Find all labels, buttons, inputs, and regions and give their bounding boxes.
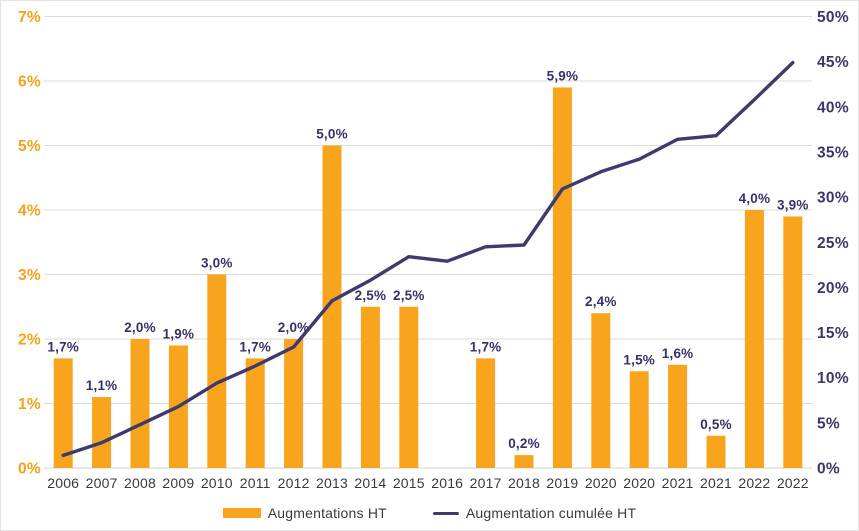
right-axis-tick: 15% [817, 325, 849, 342]
right-axis-tick: 35% [817, 144, 849, 161]
left-axis-tick: 1% [18, 396, 41, 413]
x-axis-label: 2022 [738, 475, 770, 491]
x-axis-label: 2018 [508, 475, 540, 491]
x-axis-label: 2006 [47, 475, 79, 491]
bar-data-label: 2,5% [393, 288, 425, 303]
right-axis-tick: 30% [817, 190, 849, 207]
bar [668, 364, 688, 468]
right-axis-tick: 50% [817, 9, 849, 26]
x-axis-label: 2021 [700, 475, 732, 491]
bar [322, 145, 342, 468]
bar-data-label: 1,5% [623, 352, 655, 367]
bar [552, 87, 572, 468]
chart-legend: Augmentations HT Augmentation cumulée HT [1, 505, 858, 521]
bar-data-label: 4,0% [739, 191, 771, 206]
x-axis-label: 2009 [162, 475, 194, 491]
bar-data-label: 5,0% [316, 127, 348, 142]
right-axis-tick: 45% [817, 54, 849, 71]
bar [245, 358, 265, 468]
bar-data-label: 1,6% [662, 346, 694, 361]
left-axis-tick: 6% [18, 74, 41, 91]
line-series-swatch-icon [432, 511, 459, 515]
right-axis-tick: 25% [817, 235, 849, 252]
x-axis-label: 2013 [316, 475, 348, 491]
left-axis-tick: 0% [18, 461, 41, 478]
bar-data-label: 2,4% [585, 294, 617, 309]
right-axis-tick: 0% [817, 461, 840, 478]
bar [92, 397, 112, 468]
bar [591, 313, 611, 468]
bar [53, 358, 73, 468]
bar [476, 358, 496, 468]
x-axis-label: 2008 [124, 475, 156, 491]
x-axis-label: 2007 [86, 475, 118, 491]
right-axis-tick: 10% [817, 370, 849, 387]
bar [514, 455, 534, 468]
bar-data-label: 1,7% [239, 339, 271, 354]
bar [130, 339, 150, 468]
right-axis-tick: 20% [817, 280, 849, 297]
bar [706, 435, 726, 468]
bar-data-label: 3,0% [201, 256, 233, 271]
bar-series-swatch-icon [222, 508, 261, 518]
x-axis-label: 2020 [585, 475, 617, 491]
bar [783, 216, 803, 468]
bar-data-label: 5,9% [547, 68, 579, 83]
left-axis-tick: 5% [18, 138, 41, 155]
right-axis-tick: 40% [817, 99, 849, 116]
bar-data-label: 1,9% [163, 326, 195, 341]
bar [284, 339, 304, 468]
legend-item-bars: Augmentations HT [222, 505, 387, 521]
bar-data-label: 2,0% [278, 320, 310, 335]
bar [744, 210, 764, 468]
cumulative-line [61, 60, 795, 458]
left-axis-tick: 3% [18, 267, 41, 284]
legend-bar-label: Augmentations HT [267, 505, 387, 521]
x-axis-label: 2015 [393, 475, 425, 491]
bar [399, 306, 419, 468]
bar [629, 371, 649, 468]
bar-data-label: 2,0% [124, 320, 156, 335]
bar-data-label: 0,2% [508, 436, 540, 451]
x-axis-label: 2021 [662, 475, 694, 491]
x-axis-label: 2016 [431, 475, 463, 491]
x-axis-label: 2019 [546, 475, 578, 491]
bar-data-label: 0,5% [700, 417, 732, 432]
x-axis-label: 2010 [201, 475, 233, 491]
legend-line-label: Augmentation cumulée HT [465, 505, 637, 521]
x-axis-label: 2022 [777, 475, 809, 491]
bar-data-label: 2,5% [355, 288, 387, 303]
x-axis-label: 2020 [623, 475, 655, 491]
left-axis-tick: 7% [18, 9, 41, 26]
left-axis-tick: 2% [18, 332, 41, 349]
bar-data-label: 1,7% [47, 339, 79, 354]
right-axis-tick: 5% [817, 415, 840, 432]
x-axis-label: 2017 [470, 475, 502, 491]
left-axis-tick: 4% [18, 203, 41, 220]
x-axis-label: 2014 [354, 475, 386, 491]
x-axis-label: 2012 [278, 475, 310, 491]
legend-item-line: Augmentation cumulée HT [432, 505, 637, 521]
bar-data-label: 1,7% [470, 339, 502, 354]
x-axis-label: 2011 [240, 475, 271, 491]
bar-data-label: 3,9% [777, 197, 809, 212]
bar [207, 274, 227, 468]
bar-data-label: 1,1% [86, 378, 118, 393]
bar [360, 306, 380, 468]
